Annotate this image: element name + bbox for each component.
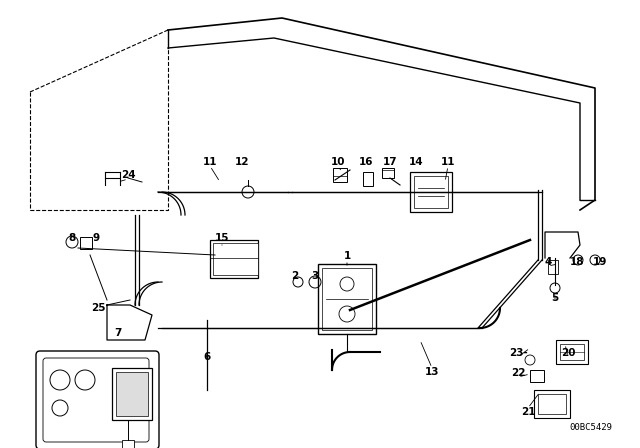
Text: 20: 20 [561, 348, 575, 358]
Bar [414, 176, 448, 208]
FancyBboxPatch shape [36, 351, 159, 448]
Text: 11: 11 [203, 157, 217, 167]
Text: 1: 1 [344, 251, 351, 261]
Text: 12: 12 [235, 157, 249, 167]
Bar [213, 243, 258, 275]
Text: 19: 19 [593, 257, 607, 267]
FancyBboxPatch shape [43, 358, 149, 442]
Polygon shape [545, 232, 580, 258]
Bar [556, 340, 588, 364]
Bar [210, 240, 258, 278]
Bar [116, 372, 148, 416]
Polygon shape [107, 305, 152, 340]
Text: 23-: 23- [509, 348, 527, 358]
Bar [363, 172, 373, 186]
Bar [548, 260, 558, 274]
Text: 18: 18 [570, 257, 584, 267]
Text: 13: 13 [425, 367, 439, 377]
Bar [122, 440, 134, 448]
Bar [382, 168, 394, 178]
Bar [538, 394, 566, 414]
Text: 2: 2 [291, 271, 299, 281]
Bar [410, 172, 452, 212]
Text: 5: 5 [552, 293, 559, 303]
Bar [333, 168, 347, 182]
Text: 21: 21 [521, 407, 535, 417]
Text: 8: 8 [68, 233, 76, 243]
Bar [560, 344, 584, 360]
Bar [112, 368, 152, 420]
Text: 15: 15 [215, 233, 229, 243]
Text: 14: 14 [409, 157, 423, 167]
Bar [322, 268, 372, 330]
Text: 17: 17 [383, 157, 397, 167]
Text: 3: 3 [312, 271, 319, 281]
Text: 6: 6 [204, 352, 211, 362]
Bar [80, 237, 92, 249]
Bar [534, 390, 570, 418]
Text: 7: 7 [115, 328, 122, 338]
Bar [318, 264, 376, 334]
Text: 10: 10 [331, 157, 345, 167]
Text: 00BC5429: 00BC5429 [569, 423, 612, 432]
Bar [530, 370, 544, 382]
Text: 16: 16 [359, 157, 373, 167]
Text: 11: 11 [441, 157, 455, 167]
Text: 22: 22 [511, 368, 525, 378]
Text: 9: 9 [92, 233, 100, 243]
Text: 24: 24 [121, 170, 135, 180]
Text: 25: 25 [91, 303, 105, 313]
Text: 4: 4 [544, 257, 552, 267]
